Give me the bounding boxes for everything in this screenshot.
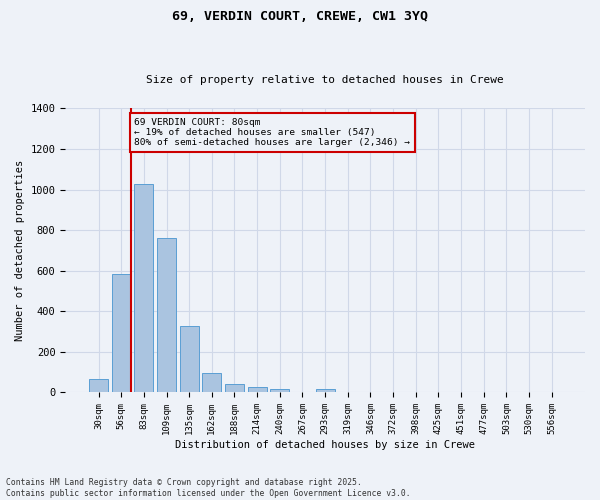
Text: 69 VERDIN COURT: 80sqm
← 19% of detached houses are smaller (547)
80% of semi-de: 69 VERDIN COURT: 80sqm ← 19% of detached…	[134, 118, 410, 148]
Text: Contains HM Land Registry data © Crown copyright and database right 2025.
Contai: Contains HM Land Registry data © Crown c…	[6, 478, 410, 498]
Bar	[248, 388, 267, 392]
Bar	[157, 238, 176, 392]
Bar	[112, 274, 131, 392]
Bar	[202, 373, 221, 392]
Bar	[179, 326, 199, 392]
Bar	[89, 380, 108, 392]
Text: 69, VERDIN COURT, CREWE, CW1 3YQ: 69, VERDIN COURT, CREWE, CW1 3YQ	[172, 10, 428, 23]
Bar	[134, 184, 154, 392]
Bar	[225, 384, 244, 392]
Y-axis label: Number of detached properties: Number of detached properties	[15, 160, 25, 341]
Bar	[270, 390, 289, 392]
Title: Size of property relative to detached houses in Crewe: Size of property relative to detached ho…	[146, 76, 504, 86]
Bar	[316, 390, 335, 392]
X-axis label: Distribution of detached houses by size in Crewe: Distribution of detached houses by size …	[175, 440, 475, 450]
